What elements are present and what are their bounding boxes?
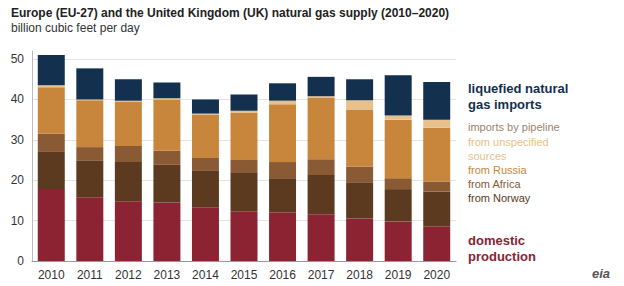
svg-text:2011: 2011 bbox=[77, 268, 103, 282]
svg-text:2014: 2014 bbox=[192, 268, 219, 282]
svg-text:liquefied natural: liquefied natural bbox=[468, 81, 572, 96]
svg-text:from Norway: from Norway bbox=[468, 192, 531, 204]
svg-text:Europe (EU-27) and the United: Europe (EU-27) and the United Kingdom (U… bbox=[11, 6, 449, 20]
svg-text:2015: 2015 bbox=[231, 268, 258, 282]
svg-text:from unspecified: from unspecified bbox=[468, 136, 552, 148]
svg-text:domestic: domestic bbox=[468, 233, 529, 248]
svg-text:50: 50 bbox=[11, 52, 25, 66]
svg-text:30: 30 bbox=[11, 133, 25, 147]
svg-text:20: 20 bbox=[11, 173, 25, 187]
svg-text:2019: 2019 bbox=[385, 268, 412, 282]
svg-text:2020: 2020 bbox=[423, 268, 450, 282]
svg-text:0: 0 bbox=[17, 254, 24, 268]
svg-text:2010: 2010 bbox=[38, 268, 65, 282]
svg-text:eia: eia bbox=[592, 266, 610, 281]
svg-text:40: 40 bbox=[11, 92, 25, 106]
svg-text:2018: 2018 bbox=[346, 268, 373, 282]
svg-text:10: 10 bbox=[11, 214, 25, 228]
svg-text:from Russia: from Russia bbox=[468, 164, 528, 176]
svg-text:gas imports: gas imports bbox=[468, 97, 542, 112]
svg-text:2012: 2012 bbox=[115, 268, 142, 282]
svg-text:2017: 2017 bbox=[308, 268, 335, 282]
svg-text:production: production bbox=[468, 249, 536, 264]
svg-text:2013: 2013 bbox=[154, 268, 181, 282]
svg-text:billion cubic feet per day: billion cubic feet per day bbox=[11, 21, 140, 35]
svg-text:imports by pipeline: imports by pipeline bbox=[468, 121, 560, 133]
svg-text:from Africa: from Africa bbox=[468, 178, 521, 190]
svg-text:sources: sources bbox=[468, 150, 507, 162]
svg-text:2016: 2016 bbox=[269, 268, 296, 282]
